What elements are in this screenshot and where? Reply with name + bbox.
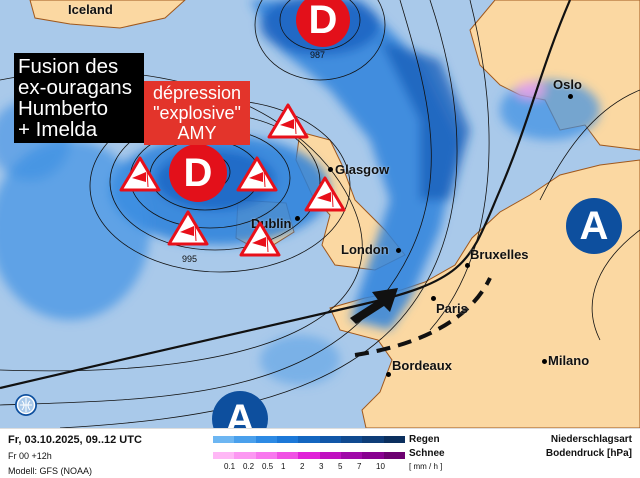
scale-tick: 5 <box>338 462 343 471</box>
scale-swatch <box>319 436 341 443</box>
snow-label: Schnee <box>409 448 445 459</box>
rain-color-scale <box>213 436 405 443</box>
place-glasgow: Glasgow <box>335 162 390 177</box>
forecast-datetime: Fr, 03.10.2025, 09..12 UTC <box>8 434 142 446</box>
scale-tick: 0.5 <box>262 462 274 471</box>
scale-swatch <box>319 452 341 459</box>
wind-warning-icon <box>119 156 161 192</box>
dashed-track <box>354 277 492 357</box>
scale-swatch <box>276 452 299 459</box>
precip-type-label: Niederschlagsart <box>550 434 632 445</box>
place-iceland: Iceland <box>68 2 113 17</box>
wind-warning-icon <box>239 221 281 257</box>
scale-swatch <box>383 452 405 459</box>
front-arrow-icon <box>350 288 398 324</box>
storm-title-box: Fusion des ex-ouragans Humberto + Imelda <box>14 53 144 143</box>
land-iceland <box>29 0 186 29</box>
city-dot <box>542 359 547 364</box>
place-bruxelles: Bruxelles <box>470 247 529 262</box>
place-bordeaux: Bordeaux <box>392 358 452 373</box>
forecast-run: Fr 00 +12h <box>8 451 52 461</box>
scale-tick: 7 <box>357 462 362 471</box>
model-name: Modell: GFS (NOAA) <box>8 466 93 476</box>
scale-tick: 2 <box>300 462 305 471</box>
depression-line: dépression <box>152 83 242 103</box>
scale-swatch <box>298 452 320 459</box>
scale-tick: 10 <box>376 462 385 471</box>
title-line: + Imelda <box>18 118 98 141</box>
title-line: ex-ouragans <box>18 76 132 99</box>
city-dot <box>396 248 401 253</box>
rain-label: Regen <box>409 434 440 445</box>
wind-warning-icon <box>304 176 346 212</box>
depression-line: "explosive" <box>153 103 241 123</box>
scale-swatch <box>255 452 277 459</box>
scale-swatch <box>362 452 384 459</box>
city-dot <box>386 372 391 377</box>
scale-tick: 0.1 <box>224 462 236 471</box>
snow-color-scale <box>213 452 405 459</box>
unit-label: [ mm / h ] <box>409 462 443 471</box>
scale-swatch <box>340 436 363 443</box>
scale-swatch <box>362 436 384 443</box>
wind-warning-icon <box>236 156 278 192</box>
city-dot <box>568 94 573 99</box>
title-line: Humberto <box>18 97 109 120</box>
map-canvas <box>0 0 640 428</box>
scale-swatch <box>255 436 277 443</box>
scale-swatch <box>383 436 405 443</box>
isobar-label: 987 <box>310 50 326 60</box>
city-dot <box>465 263 470 268</box>
weather-map[interactable]: Iceland Oslo Glasgow Dublin London Bruxe… <box>0 0 640 428</box>
low-pressure-amy: D <box>169 144 227 202</box>
scale-swatch <box>276 436 299 443</box>
high-pressure-south: A <box>212 391 268 428</box>
city-dot <box>431 296 436 301</box>
scale-swatch <box>213 436 235 443</box>
scale-swatch <box>340 452 363 459</box>
isobar-label: 995 <box>182 254 198 264</box>
globe-logo-icon <box>15 394 37 416</box>
scale-swatch <box>234 452 256 459</box>
scale-swatch <box>213 452 235 459</box>
title-line: Fusion des <box>18 55 119 78</box>
place-london: London <box>341 242 389 257</box>
wind-warning-icon <box>267 103 309 139</box>
scale-tick: 3 <box>319 462 324 471</box>
scale-swatch <box>298 436 320 443</box>
wind-warning-icon <box>167 210 209 246</box>
low-pressure-north: D <box>296 0 350 47</box>
city-dot <box>328 167 333 172</box>
city-dot <box>295 216 300 221</box>
scale-swatch <box>234 436 256 443</box>
scale-tick: 1 <box>281 462 286 471</box>
place-oslo: Oslo <box>553 77 582 92</box>
place-milano: Milano <box>548 353 590 368</box>
high-pressure-east: A <box>566 198 622 254</box>
depression-box: dépression "explosive" AMY <box>144 81 250 145</box>
scale-tick: 0.2 <box>243 462 255 471</box>
front-line <box>0 0 572 390</box>
pressure-label: Bodendruck [hPa] <box>545 448 632 459</box>
depression-line: AMY <box>177 123 217 143</box>
place-paris: Paris <box>436 301 468 316</box>
